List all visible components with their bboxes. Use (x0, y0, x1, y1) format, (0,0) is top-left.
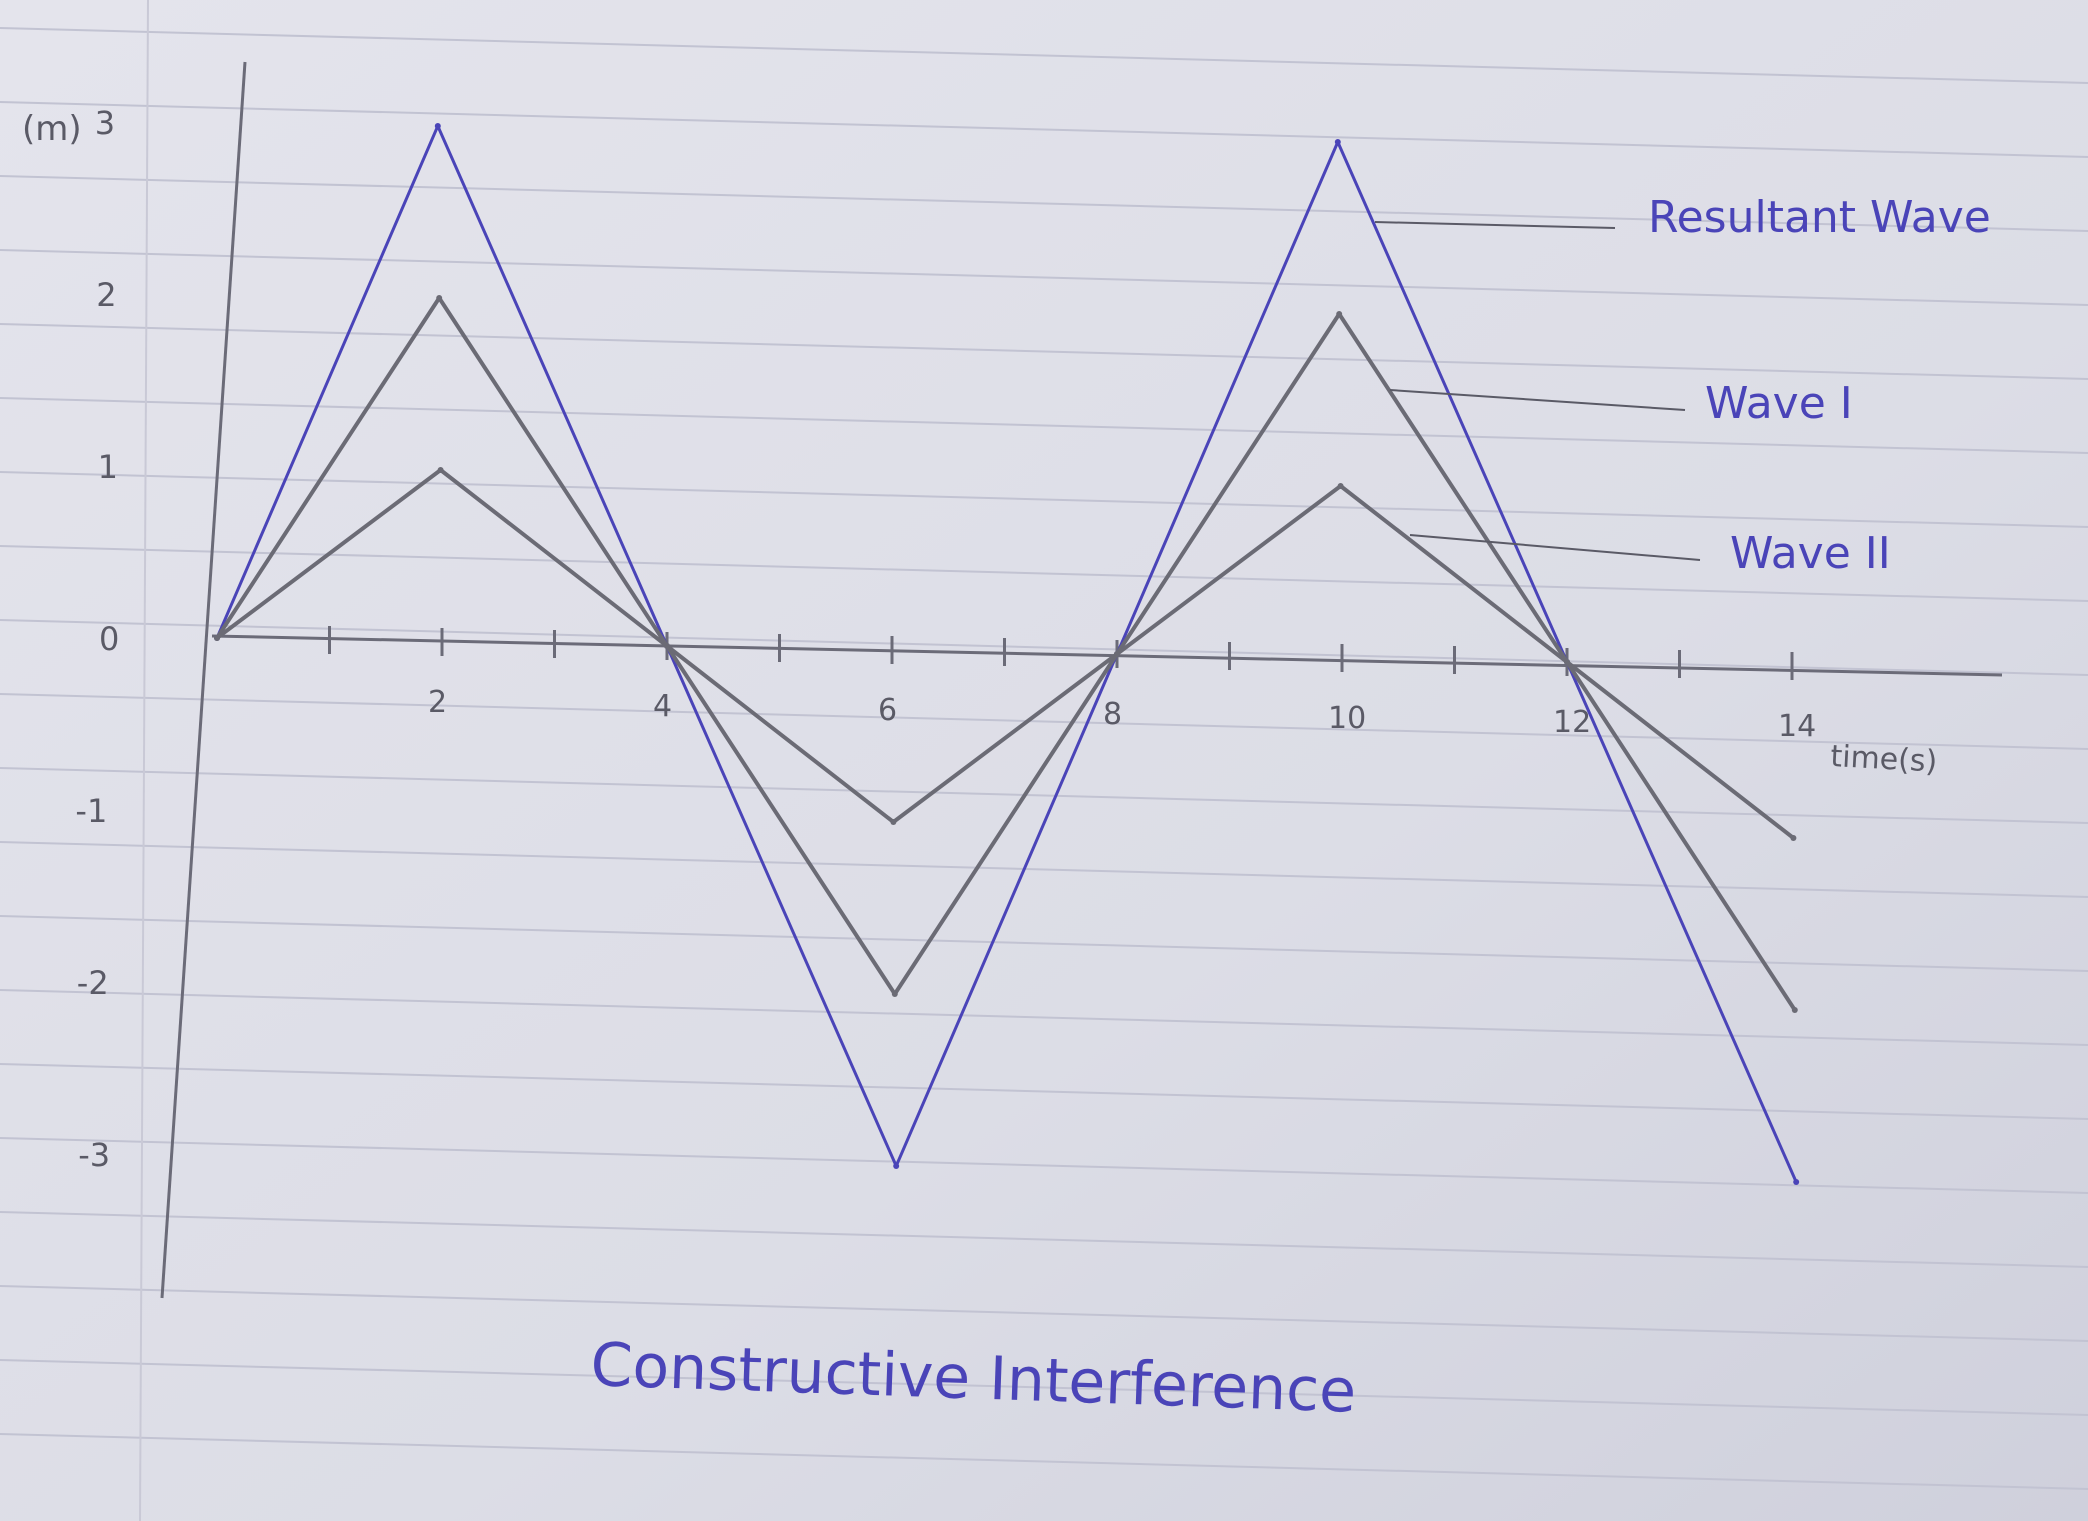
data-point (1793, 1179, 1800, 1185)
x-axis-label: time(s) (1830, 739, 1939, 780)
ruled-line (0, 989, 2088, 1046)
y-axis-label: (m) (22, 109, 82, 149)
y-tick-label: 3 (95, 104, 115, 142)
x-tick-label: 12 (1553, 705, 1591, 740)
ruled-line (0, 545, 2088, 602)
ruled-line (0, 397, 2088, 454)
x-tick-label: 8 (1103, 697, 1122, 732)
y-tick-label: 2 (96, 276, 116, 314)
ruled-line (0, 175, 2088, 232)
ruled-line (0, 619, 2088, 676)
legend-layer: Resultant Wave Wave I Wave II (1374, 192, 1991, 579)
ruled-line (0, 841, 2088, 898)
data-point (1337, 483, 1344, 489)
series-layer (214, 123, 1800, 1185)
legend-label: Wave I (1705, 378, 1853, 429)
ruled-line (0, 1211, 2088, 1268)
ruled-line (0, 27, 2088, 84)
legend-leader-line (1374, 221, 1616, 229)
data-point (893, 1163, 900, 1169)
ruled-line (0, 693, 2088, 750)
legend-leader-line (1409, 534, 1701, 561)
x-tick-label: 2 (428, 685, 447, 720)
margin-line (139, 0, 149, 1521)
ruled-line (0, 1063, 2088, 1120)
data-point (1114, 651, 1120, 657)
y-tick-label: 0 (99, 620, 119, 658)
x-tick-label: 14 (1778, 709, 1816, 744)
ruled-line (0, 1433, 2088, 1490)
x-axis (211, 634, 2003, 677)
ruled-line (0, 1285, 2088, 1342)
ruled-line (0, 101, 2088, 158)
y-tick-label: -3 (78, 1136, 110, 1174)
data-point (890, 819, 897, 825)
ruled-line (0, 915, 2088, 972)
data-point (1336, 311, 1343, 317)
x-tick-group: 2 4 6 8 10 12 14 (328, 626, 1816, 744)
data-point (436, 295, 443, 301)
ruled-line (0, 1137, 2088, 1194)
data-point (1790, 835, 1797, 841)
ruled-lines (0, 27, 2088, 1490)
legend-label: Resultant Wave (1648, 192, 1991, 243)
data-point (437, 467, 444, 473)
y-tick-group: 3 2 1 0 -1 -2 -3 (75, 104, 119, 1174)
y-axis (160, 61, 247, 1299)
ruled-line (0, 767, 2088, 824)
data-point (664, 643, 670, 649)
x-tick-label: 10 (1328, 701, 1366, 736)
ruled-line (0, 1359, 2088, 1416)
y-tick-label: -1 (75, 792, 107, 830)
data-point (1564, 659, 1570, 665)
data-point (434, 123, 441, 129)
data-point (214, 635, 220, 641)
legend-label: Wave II (1730, 528, 1891, 579)
y-tick-label: 1 (98, 448, 118, 486)
series-line (215, 124, 1798, 1184)
y-tick-label: -2 (77, 964, 109, 1002)
ruled-line (0, 471, 2088, 528)
series-line (215, 296, 1797, 1012)
x-tick-label: 6 (878, 693, 897, 728)
x-tick-label: 4 (653, 689, 672, 724)
data-point (891, 991, 898, 997)
legend-leader-line (1389, 389, 1686, 411)
data-point (1791, 1007, 1798, 1013)
data-point (1334, 139, 1341, 145)
ruled-line (0, 249, 2088, 306)
series-line (215, 468, 1796, 840)
